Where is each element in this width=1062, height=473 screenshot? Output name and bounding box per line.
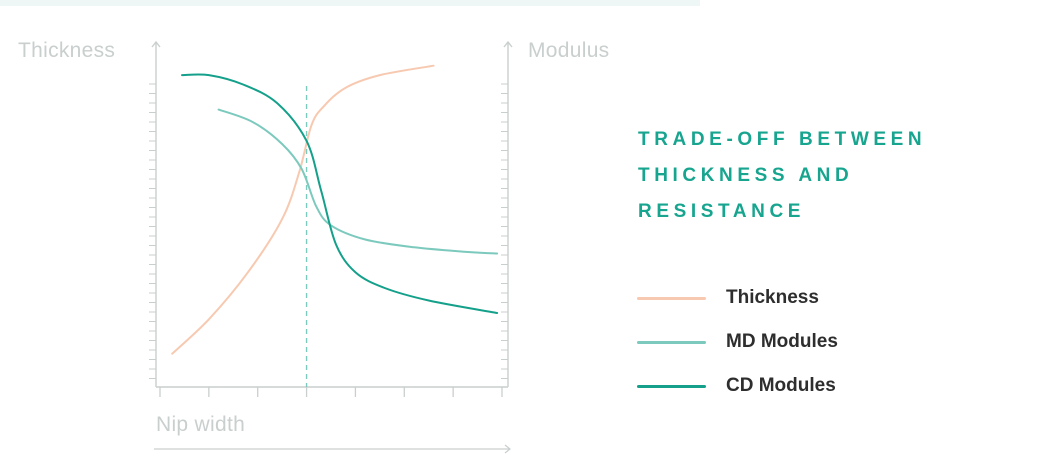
legend-swatch-md-modules xyxy=(637,340,706,344)
legend-item-thickness: Thickness xyxy=(637,276,838,320)
top-band xyxy=(0,0,700,6)
legend-label-cd-modules: CD Modules xyxy=(726,375,836,396)
legend-swatch-cd-modules xyxy=(637,384,706,388)
x-direction-arrow-head xyxy=(504,444,511,454)
legend-swatch-thickness xyxy=(637,296,706,300)
y-axis-left-arrow xyxy=(151,40,161,48)
legend-label-md-modules: MD Modules xyxy=(726,331,838,352)
chart-title: TRADE-OFF BETWEEN THICKNESS AND RESISTAN… xyxy=(638,122,998,230)
chart-title-line: TRADE-OFF BETWEEN xyxy=(638,129,927,150)
chart-title-line: THICKNESS AND xyxy=(638,165,854,186)
series-line-cd-modules xyxy=(181,73,499,314)
series-line-md-modules xyxy=(217,108,499,255)
x-axis-label: Nip width xyxy=(156,413,246,436)
legend-item-md-modules: MD Modules xyxy=(637,320,838,364)
y-axis-right-label: Modulus xyxy=(528,39,610,62)
series-layer xyxy=(171,64,499,355)
series-line-thickness xyxy=(171,64,435,355)
legend-label-thickness: Thickness xyxy=(726,287,819,308)
y-axis-right-arrow xyxy=(503,40,513,48)
legend: Thickness MD Modules CD Modules xyxy=(637,276,838,408)
axes-layer xyxy=(149,40,513,454)
y-axis-left-label: Thickness xyxy=(18,39,116,62)
chart-title-line: RESISTANCE xyxy=(638,201,806,222)
legend-item-cd-modules: CD Modules xyxy=(637,364,838,408)
